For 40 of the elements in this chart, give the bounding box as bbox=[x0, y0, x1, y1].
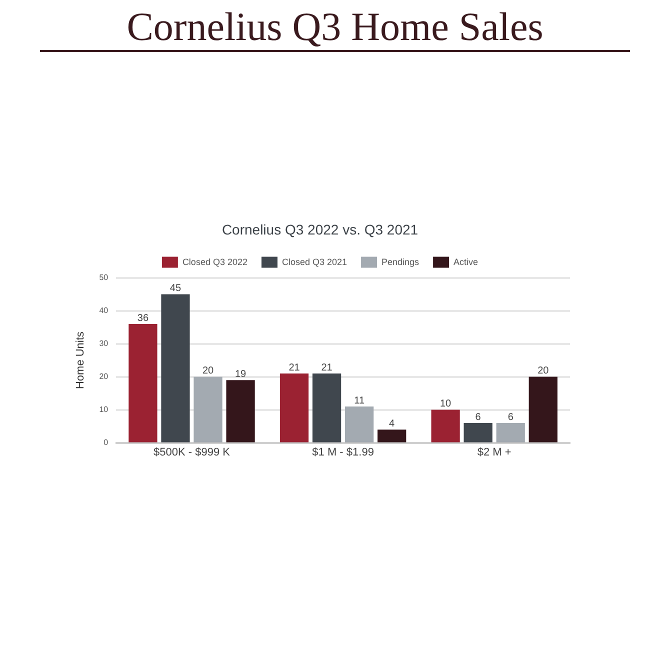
legend-label: Active bbox=[454, 256, 478, 267]
data-label: 11 bbox=[354, 395, 365, 406]
chart-title: Cornelius Q3 Home Sales bbox=[40, 4, 630, 52]
data-label: 20 bbox=[202, 366, 214, 377]
y-tick-label: 20 bbox=[99, 372, 109, 382]
data-label: 36 bbox=[137, 312, 149, 324]
y-tick-label: 50 bbox=[99, 273, 109, 282]
y-tick-label: 0 bbox=[104, 438, 109, 448]
bar bbox=[128, 324, 158, 442]
data-label: 6 bbox=[508, 412, 514, 423]
data-label: 10 bbox=[440, 398, 452, 410]
chart-subtitle: Cornelius Q3 2022 vs. Q3 2021 bbox=[222, 221, 418, 238]
data-label: 6 bbox=[475, 412, 482, 423]
legend-label: Pendings bbox=[382, 256, 420, 267]
bar bbox=[464, 423, 492, 442]
legend-label: Closed Q3 2022 bbox=[182, 256, 248, 267]
bar bbox=[312, 374, 342, 442]
y-axis-title: Home Units bbox=[74, 331, 87, 390]
data-label: 45 bbox=[170, 283, 182, 294]
data-label: 21 bbox=[321, 362, 333, 374]
data-label: 21 bbox=[288, 362, 300, 374]
bar bbox=[194, 376, 222, 442]
data-label: 4 bbox=[389, 418, 396, 430]
bar bbox=[431, 410, 460, 442]
x-tick-label: $2 M + bbox=[477, 446, 512, 458]
legend-label: Closed Q3 2021 bbox=[282, 256, 348, 267]
bar bbox=[161, 294, 190, 442]
y-tick-label: 30 bbox=[99, 339, 109, 348]
bar bbox=[528, 376, 558, 442]
y-tick-label: 10 bbox=[99, 405, 109, 414]
bar bbox=[226, 380, 255, 442]
data-label: 20 bbox=[538, 366, 550, 377]
bar bbox=[280, 374, 309, 442]
x-tick-label: $1 M - $1.99 bbox=[312, 446, 374, 458]
x-tick-label: $500K - $999 K bbox=[154, 446, 231, 458]
bar bbox=[496, 423, 525, 442]
bar bbox=[345, 406, 374, 442]
bar bbox=[378, 430, 406, 442]
data-label: 19 bbox=[234, 368, 247, 380]
y-tick-label: 40 bbox=[99, 306, 109, 316]
